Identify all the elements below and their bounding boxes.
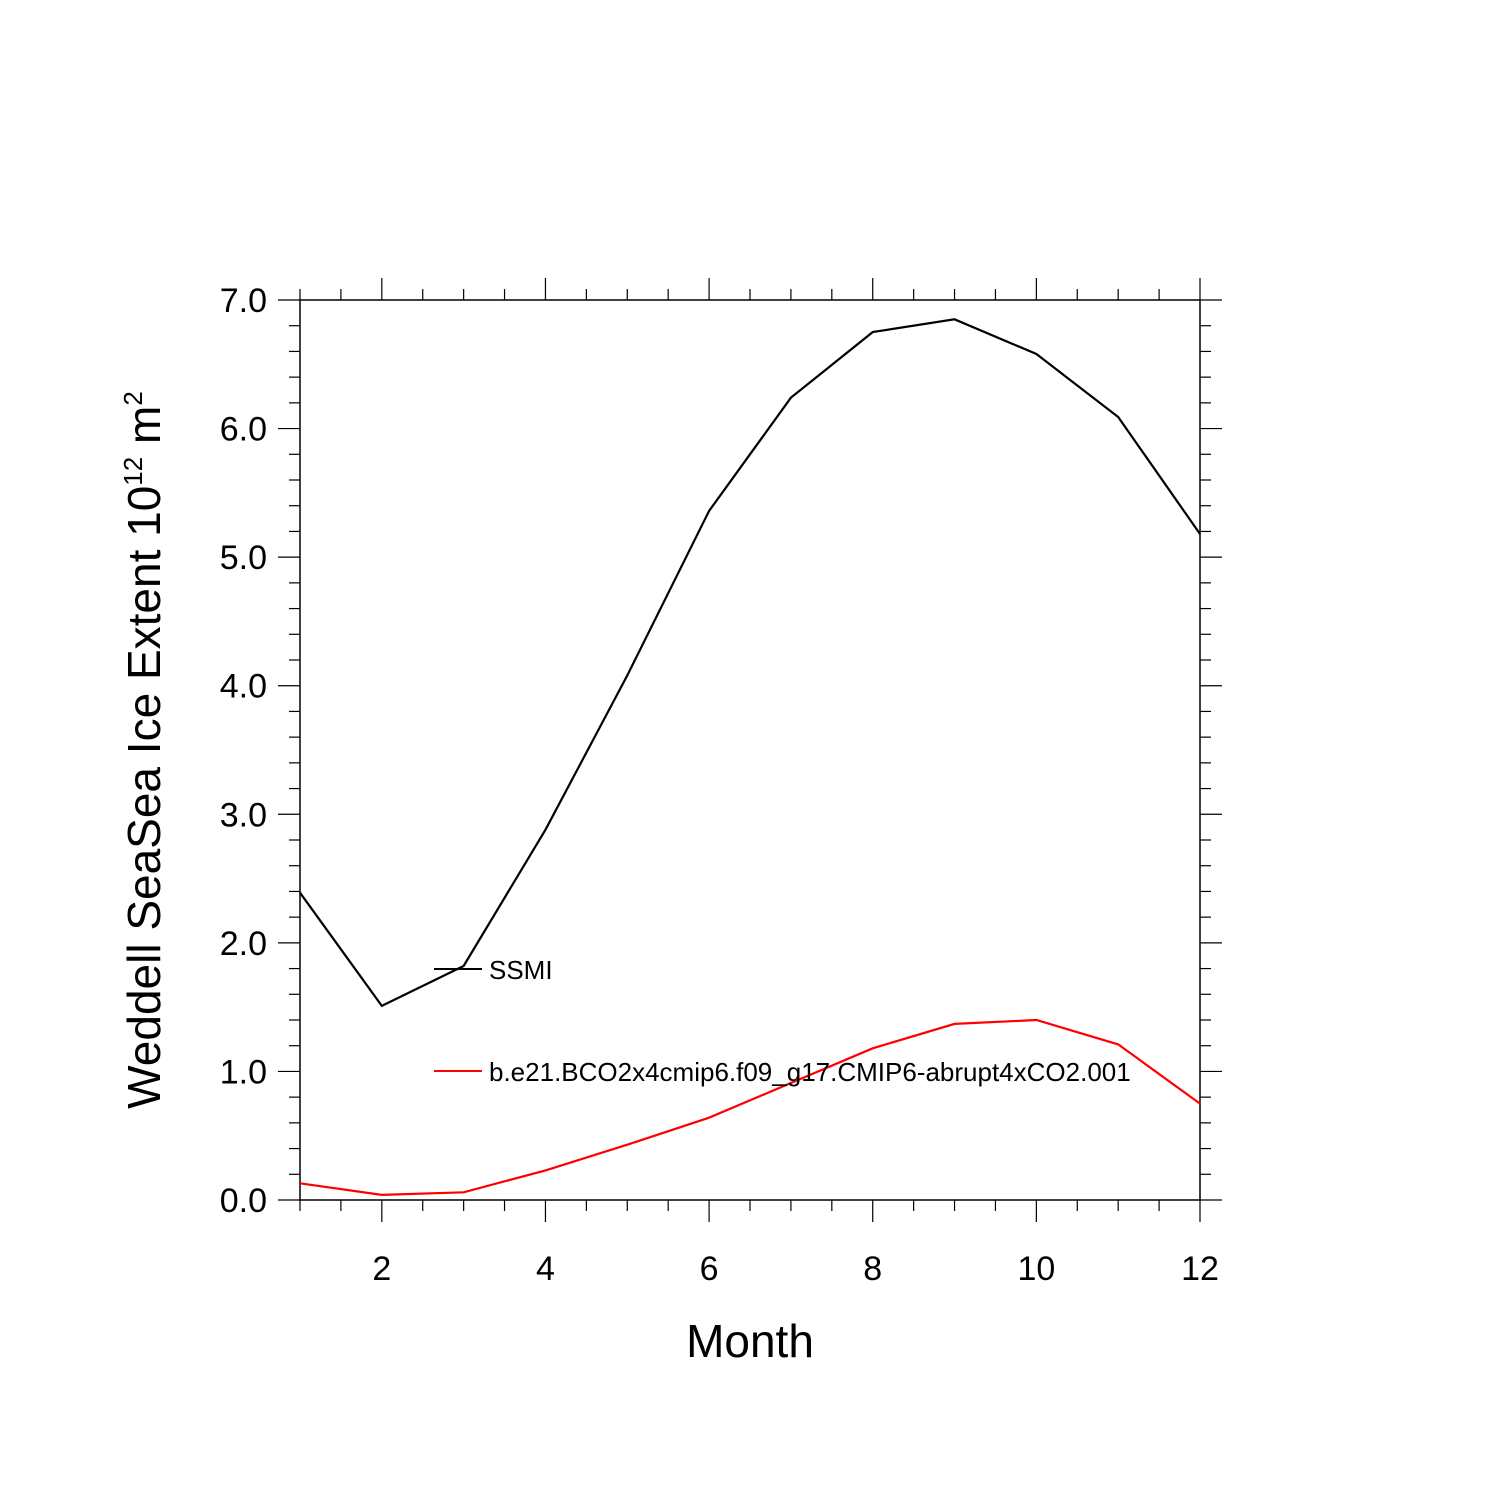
- x-tick-label: 6: [700, 1250, 719, 1288]
- x-tick-label: 10: [1017, 1250, 1055, 1288]
- y-tick-label: 0.0: [220, 1182, 267, 1220]
- y-axis-title-prefix: Weddell SeaSea Ice Extent 10: [118, 486, 170, 1109]
- series-line-2: [300, 1020, 1200, 1195]
- x-axis-title: Month: [686, 1315, 814, 1367]
- y-axis-title-unit-exponent: 2: [118, 391, 148, 405]
- x-tick-label: 12: [1181, 1250, 1219, 1288]
- chart: 2 4 6 8 10 12 0.0 1.0 2.0 3.0 4.0 5.0 6.0 7.0 SSMI b.e…: [0, 0, 1500, 1500]
- y-tick-label: 7.0: [220, 282, 267, 320]
- y-axis-title-exponent: 12: [118, 457, 148, 486]
- axis-tick-labels: 2 4 6 8 10 12 0.0 1.0 2.0 3.0 4.0 5.0 6.0 7.0: [220, 282, 1219, 1288]
- x-tick-label: 8: [863, 1250, 882, 1288]
- y-tick-label: 2.0: [220, 925, 267, 963]
- y-tick-label: 5.0: [220, 539, 267, 577]
- legend-label-2: b.e21.BCO2x4cmip6.f09_g17.CMIP6-abrupt4x…: [489, 1057, 1131, 1087]
- y-tick-label: 3.0: [220, 796, 267, 834]
- y-tick-label: 1.0: [220, 1053, 267, 1091]
- x-tick-label: 4: [536, 1250, 555, 1288]
- y-tick-label: 6.0: [220, 411, 267, 449]
- y-tick-label: 4.0: [220, 668, 267, 706]
- x-tick-label: 2: [372, 1250, 391, 1288]
- y-axis-title-unit: m: [118, 406, 170, 457]
- y-axis-title: Weddell SeaSea Ice Extent 1012 m2: [118, 391, 170, 1109]
- legend-label-1: SSMI: [489, 955, 553, 985]
- series-line-1: [300, 319, 1200, 1006]
